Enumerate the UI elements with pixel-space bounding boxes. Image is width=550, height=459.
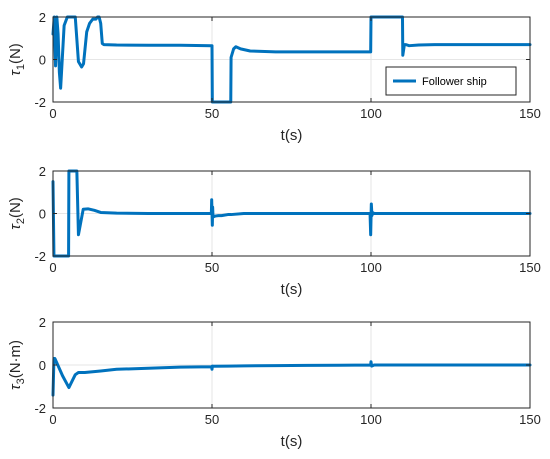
y-tick-label: 0	[39, 207, 46, 222]
legend-label: Follower ship	[422, 76, 487, 88]
x-tick-label: 100	[360, 260, 382, 275]
x-tick-label: 0	[49, 260, 56, 275]
x-tick-label: 100	[360, 412, 382, 427]
x-tick-label: 100	[360, 106, 382, 121]
y-tick-label: 2	[39, 10, 46, 25]
legend: Follower ship	[385, 66, 517, 96]
x-axis-label: t(s)	[281, 433, 303, 450]
y-tick-label: -2	[34, 401, 46, 416]
x-axis-label: t(s)	[281, 281, 303, 298]
x-tick-label: 50	[205, 106, 219, 121]
series-line-1	[51, 357, 532, 397]
series-line-1	[51, 169, 532, 258]
x-tick-label: 150	[519, 412, 541, 427]
y-axis-label: τ3(N·m)	[7, 340, 27, 390]
y-tick-label: -2	[34, 95, 46, 110]
y-axis-label: τ1(N)	[7, 43, 27, 76]
x-tick-label: 150	[519, 260, 541, 275]
y-axis-label: τ2(N)	[7, 197, 27, 230]
x-tick-label: 150	[519, 106, 541, 121]
x-axis-label: t(s)	[281, 127, 303, 144]
x-tick-label: 0	[49, 412, 56, 427]
y-tick-label: 0	[39, 53, 46, 68]
x-tick-label: 0	[49, 106, 56, 121]
y-tick-label: 2	[39, 315, 46, 330]
y-tick-label: 2	[39, 164, 46, 179]
x-tick-label: 50	[205, 260, 219, 275]
x-tick-label: 50	[205, 412, 219, 427]
y-tick-label: 0	[39, 358, 46, 373]
y-tick-label: -2	[34, 249, 46, 264]
